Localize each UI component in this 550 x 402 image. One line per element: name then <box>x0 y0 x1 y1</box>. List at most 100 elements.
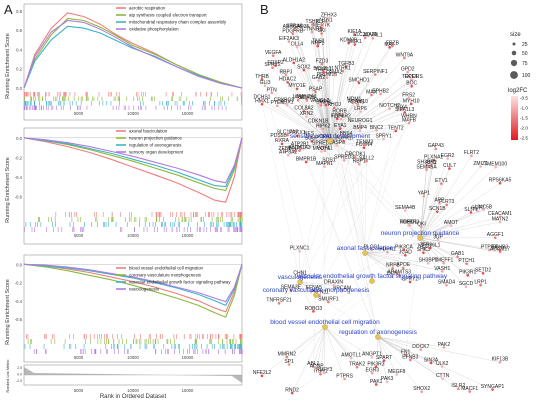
gene-label: MYH10 <box>403 98 420 104</box>
gene-node <box>319 372 322 376</box>
gene-label: FZD4 <box>331 113 344 119</box>
network-edge <box>419 237 484 274</box>
gene-node <box>335 117 339 121</box>
gsea-plot3-frame <box>23 254 243 363</box>
gsea-plot3-legend-label-2: coronary vasculature morphogenesis <box>129 273 202 278</box>
gene-node <box>292 61 296 65</box>
network-edge <box>297 135 379 338</box>
gene-label: EGR3 <box>365 368 379 374</box>
gene-label: DRAXIN <box>324 280 343 286</box>
gene-label: GDF7 <box>471 206 485 212</box>
network-edge <box>320 326 326 375</box>
gsea-xlabel: Rank in Ordered Dataset <box>100 394 167 400</box>
gene-label: EYA1 <box>334 123 347 129</box>
gene-label: SOX2 <box>297 65 311 71</box>
gene-node <box>420 225 423 229</box>
gene-node <box>400 108 403 112</box>
gsea-plot2-ytick: 0.0 <box>16 136 22 141</box>
gene-label: GDF11 <box>317 145 333 151</box>
legend-size-label: 100 <box>522 73 531 79</box>
gene-node <box>391 44 394 48</box>
gene-node <box>290 391 294 395</box>
gsea-plot2-curve-3 <box>23 137 243 188</box>
gene-node <box>448 167 451 170</box>
network-edge <box>377 336 422 392</box>
gene-label: ADNP <box>310 363 325 369</box>
network-edge <box>419 160 434 239</box>
network-edge <box>318 80 331 142</box>
gsea-plot3-ylabel: Running Enrichment Score <box>5 279 11 345</box>
gene-label: ZFP36L1 <box>420 243 441 249</box>
network-edge <box>262 103 331 142</box>
gene-label: NES <box>304 131 315 137</box>
gene-label: DOCK7 <box>412 344 429 350</box>
gene-label: ISLR2 <box>451 383 465 389</box>
network-edge <box>329 107 335 142</box>
gene-label: TENT2 <box>388 125 404 131</box>
gene-node <box>449 224 453 227</box>
gene-node <box>318 102 321 106</box>
gene-node <box>270 91 274 95</box>
gsea-plot3-curve-4 <box>23 263 243 303</box>
gene-label: PTN <box>267 87 277 93</box>
gene-node <box>498 360 502 364</box>
gene-label: SIPA1L3 <box>395 107 415 113</box>
network-edge <box>377 336 501 363</box>
network-edge <box>277 105 421 239</box>
legend-size-items: 25 50 75 100 <box>510 42 531 79</box>
network-edge <box>419 237 501 253</box>
gene-node <box>410 84 413 88</box>
network-edge <box>364 249 404 254</box>
network-terms: sensory organ development neuron projecti… <box>263 133 460 340</box>
network-edge <box>311 32 331 142</box>
gene-label: NRP1 <box>311 40 325 46</box>
gene-node <box>498 220 502 224</box>
gsea-plot2-xtick: 15000 <box>182 233 194 238</box>
gene-label: AMOTL1 <box>341 352 361 358</box>
network-edge <box>313 280 373 312</box>
gene-label: PIK3R1 <box>459 270 476 276</box>
gene-node <box>456 255 459 259</box>
gsea-dynamic-marks: 0.8 0.6 0.4 0.2 0.0 aerobic respiration atp sy… <box>15 6 243 393</box>
gsea-plot1-ytick: 0.4 <box>16 47 22 52</box>
network-edge <box>312 24 331 142</box>
gene-label: RUFY3 <box>316 367 333 373</box>
gene-label: WHRN <box>401 113 417 119</box>
network-edge <box>324 326 358 368</box>
gene-node <box>494 165 497 169</box>
gene-node <box>338 127 342 130</box>
network-edge <box>329 118 338 142</box>
gene-node <box>408 280 412 284</box>
gene-label: SPRY2 <box>264 62 281 68</box>
gene-label: SHC3 <box>417 247 431 253</box>
gene-label: ANGPT1 <box>362 352 382 358</box>
gene-node <box>316 122 320 126</box>
gene-label: CDKN1B <box>308 118 329 124</box>
gene-node <box>470 154 473 158</box>
gene-label: SOX18 <box>299 95 315 101</box>
network-edge <box>419 209 484 239</box>
gene-node <box>410 78 414 82</box>
gene-node <box>285 103 289 107</box>
network-edge <box>315 111 361 296</box>
gene-label: FRZB <box>386 40 400 46</box>
gene-node <box>440 365 444 368</box>
gene-label: CHN1 <box>293 271 307 277</box>
gene-label: ROBO3 <box>305 306 323 312</box>
network-edge <box>305 161 379 338</box>
gene-label: RBP1 <box>353 159 366 165</box>
network-edge <box>292 33 331 142</box>
network-edge <box>321 63 326 328</box>
gene-label: MMRN2 <box>278 351 297 357</box>
gene-label: SP1 <box>284 359 294 365</box>
gene-label: ROBO1 <box>400 220 418 226</box>
gene-label: XRN2 <box>300 111 314 117</box>
network-edge <box>318 43 331 142</box>
network-edge <box>329 140 410 226</box>
network-edge <box>299 281 342 292</box>
network-edge <box>294 29 331 142</box>
gene-label: AMOT <box>444 220 458 226</box>
gsea-plot3-ytick: 0.0 <box>16 262 22 267</box>
gene-label: NTRK1 <box>334 66 351 72</box>
gene-node <box>271 54 275 57</box>
